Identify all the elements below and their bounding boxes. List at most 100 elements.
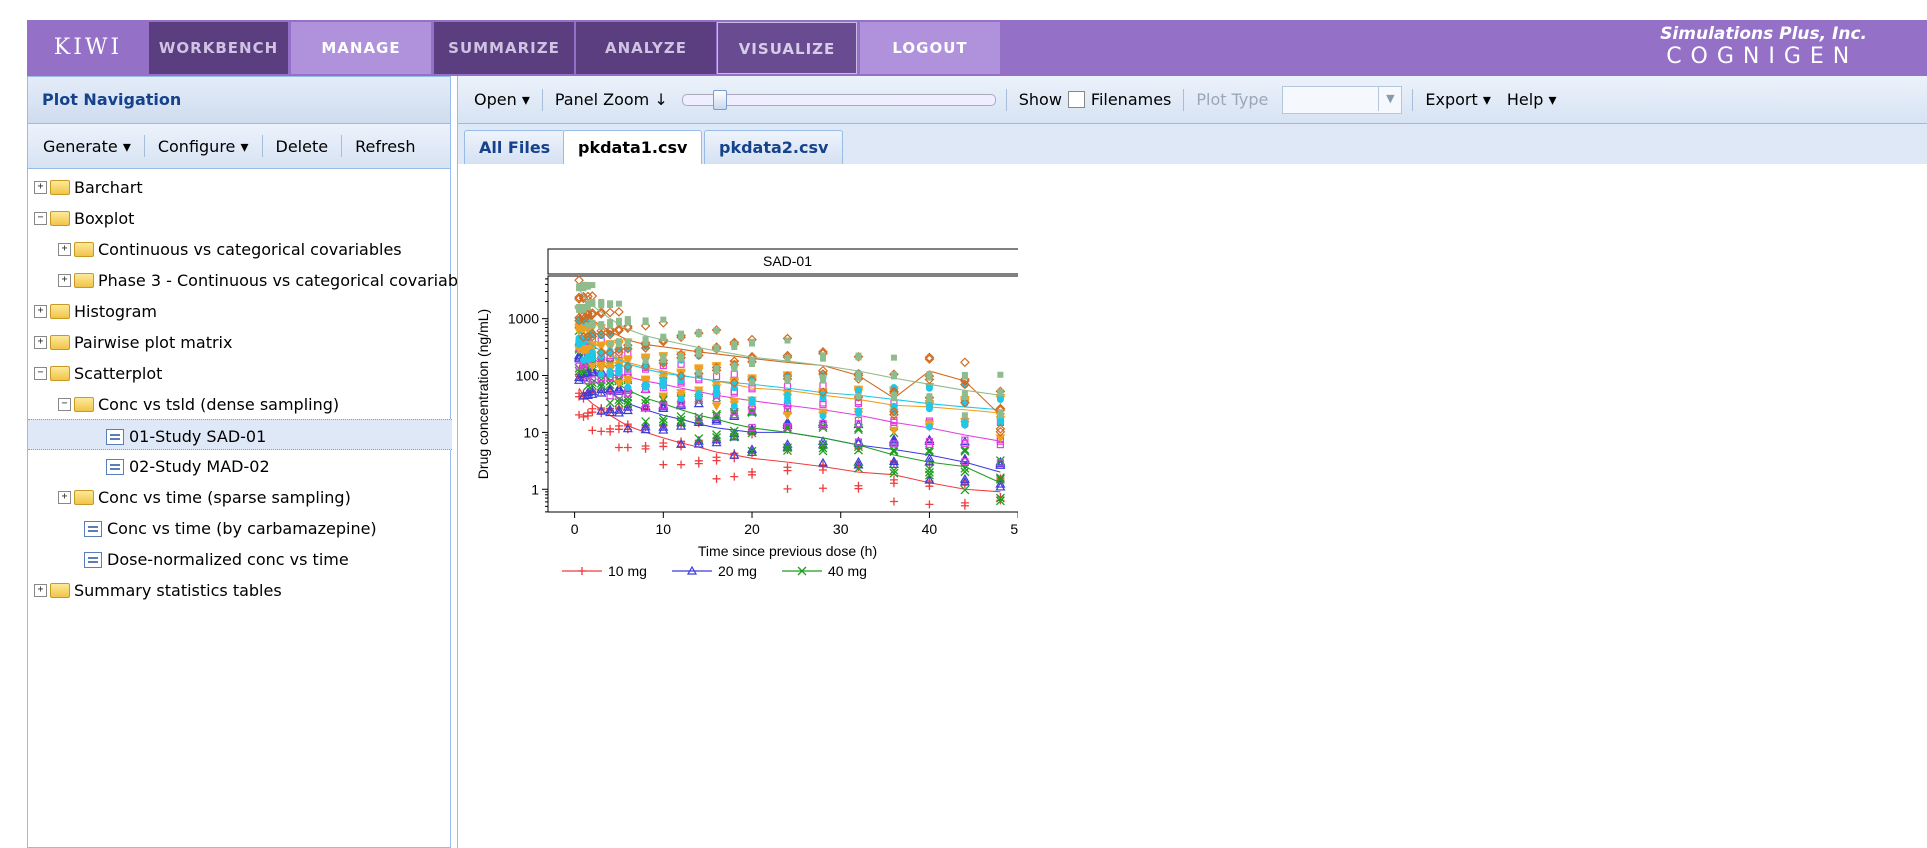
data-point <box>658 401 669 411</box>
data-point <box>712 474 721 483</box>
delete-button[interactable]: Delete <box>275 136 329 156</box>
data-point <box>575 410 584 419</box>
data-point <box>658 424 669 434</box>
data-point <box>924 470 934 480</box>
data-point <box>676 371 686 381</box>
data-point <box>784 354 791 361</box>
toolbar-separator <box>541 88 543 111</box>
data-point <box>605 404 616 414</box>
help-menu-button[interactable]: Help ▾ <box>1506 90 1557 109</box>
folder-icon <box>50 211 70 226</box>
plot-type-select[interactable]: ▼ <box>1282 85 1403 114</box>
expand-icon[interactable]: + <box>34 305 47 318</box>
data-point <box>658 414 668 424</box>
filenames-checkbox[interactable] <box>1067 91 1085 108</box>
folder-icon <box>50 180 70 195</box>
data-point <box>677 395 685 403</box>
nav-analyze[interactable]: ANALYZE <box>576 22 716 74</box>
toolbar-separator <box>1183 88 1185 111</box>
configure-menu-button[interactable]: Configure ▾ <box>157 136 249 156</box>
tree-item[interactable]: Conc vs time (by carbamazepine) <box>28 512 452 543</box>
x-tick-label: 20 <box>744 521 760 537</box>
tree-item[interactable]: Dose-normalized conc vs time <box>28 543 452 574</box>
data-point <box>693 364 704 373</box>
nav-visualize[interactable]: VISUALIZE <box>717 22 857 74</box>
legend-marker <box>578 567 586 575</box>
data-point <box>854 386 862 394</box>
data-point <box>961 394 968 401</box>
navigation-toolbar: Generate ▾ Configure ▾ Delete Refresh <box>28 124 450 169</box>
tree-item[interactable]: − Conc vs tsld (dense sampling) <box>28 388 452 419</box>
data-point <box>578 310 589 321</box>
data-point <box>712 453 721 462</box>
expand-icon[interactable]: + <box>34 584 47 597</box>
data-point <box>729 429 739 439</box>
plot-doc-icon <box>106 458 124 475</box>
plot-toolbar: Open ▾ Panel Zoom ↓ Show Filenames Plot … <box>458 76 1927 124</box>
expand-icon[interactable]: + <box>34 336 47 349</box>
data-point <box>596 308 607 319</box>
expand-icon[interactable]: + <box>58 491 71 504</box>
tree-item[interactable]: 02-Study MAD-02 <box>28 450 452 481</box>
tree-item[interactable]: − Scatterplot <box>28 357 452 388</box>
data-point <box>959 455 970 465</box>
collapse-icon[interactable]: − <box>34 212 47 225</box>
legend-label: 80 mg <box>608 582 647 584</box>
tree-item[interactable]: 01-Study SAD-01 <box>28 419 452 450</box>
nav-manage[interactable]: MANAGE <box>291 22 431 74</box>
data-point <box>658 421 669 431</box>
data-point <box>748 423 756 432</box>
export-menu-button[interactable]: Export ▾ <box>1425 90 1491 109</box>
data-point <box>729 426 739 436</box>
tree-item[interactable]: + Conc vs time (sparse sampling) <box>28 481 452 512</box>
x-tick-label: 30 <box>833 521 849 537</box>
data-point <box>580 281 587 288</box>
tab-pkdata1[interactable]: pkdata1.csv <box>563 130 703 165</box>
generate-menu-button[interactable]: Generate ▾ <box>43 136 131 156</box>
tree-item-label: Summary statistics tables <box>74 581 282 600</box>
data-point <box>749 361 756 368</box>
nav-logout[interactable]: LOGOUT <box>860 22 1000 74</box>
data-point <box>925 401 933 409</box>
collapse-icon[interactable]: − <box>58 398 71 411</box>
nav-summarize[interactable]: SUMMARIZE <box>434 22 574 74</box>
median-line <box>578 289 1001 396</box>
expand-icon[interactable]: + <box>58 274 71 287</box>
refresh-button[interactable]: Refresh <box>355 136 416 156</box>
panel-zoom-slider[interactable] <box>681 89 996 110</box>
tree-item[interactable]: + Histogram <box>28 295 452 326</box>
open-menu-button[interactable]: Open ▾ <box>474 90 530 109</box>
data-point <box>578 291 589 302</box>
data-point <box>589 299 596 306</box>
tree-item[interactable]: + Pairwise plot matrix <box>28 326 452 357</box>
data-point <box>614 379 624 389</box>
data-point <box>783 446 792 456</box>
tree-item[interactable]: + Continuous vs categorical covariables <box>28 233 452 264</box>
nav-workbench[interactable]: WORKBENCH <box>149 22 288 74</box>
data-point <box>642 317 649 324</box>
data-point <box>695 414 703 422</box>
tree-item[interactable]: + Summary statistics tables <box>28 574 452 605</box>
data-point <box>641 417 651 426</box>
plot-view-panel: Open ▾ Panel Zoom ↓ Show Filenames Plot … <box>457 76 1927 848</box>
tree-item-label: 01-Study SAD-01 <box>129 427 267 446</box>
expand-icon[interactable]: + <box>58 243 71 256</box>
data-point <box>730 472 739 481</box>
data-point <box>574 294 584 304</box>
data-point <box>960 376 970 386</box>
data-point <box>924 447 934 457</box>
data-point <box>854 463 863 473</box>
x-axis-label: Time since previous dose (h) <box>698 543 877 559</box>
chevron-down-icon[interactable]: ▼ <box>1378 86 1401 111</box>
data-point <box>606 424 615 433</box>
data-point <box>995 456 1006 466</box>
tab-all-files[interactable]: All Files <box>464 130 566 164</box>
tree-item[interactable]: + Barchart <box>28 171 452 202</box>
data-point <box>854 445 863 455</box>
tree-item[interactable]: + Phase 3 - Continuous vs categorical cov… <box>28 264 472 295</box>
tab-pkdata2[interactable]: pkdata2.csv <box>704 130 844 164</box>
tree-item[interactable]: − Boxplot <box>28 202 452 233</box>
collapse-icon[interactable]: − <box>34 367 47 380</box>
slider-handle[interactable] <box>712 89 727 110</box>
expand-icon[interactable]: + <box>34 181 47 194</box>
